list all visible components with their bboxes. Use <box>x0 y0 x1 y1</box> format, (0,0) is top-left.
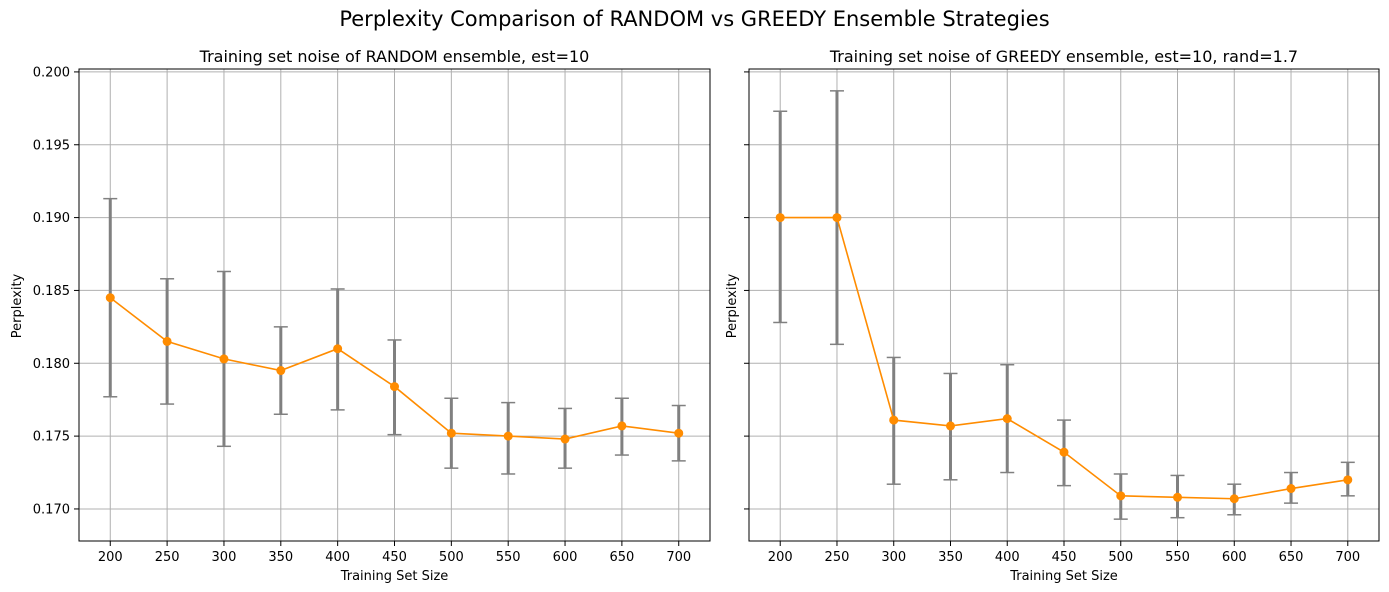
left-chart-ytick-label: 0.175 <box>33 430 70 445</box>
left-chart-ticks: 200 250 300 350 400 450 500 550 600 650 700 0.170 0.… <box>33 65 691 565</box>
right-chart-xlabel: Training Set Size <box>1009 569 1118 584</box>
figure-suptitle: Perplexity Comparison of RANDOM vs GREED… <box>339 7 1049 31</box>
right-chart-xtick-label: 650 <box>1279 550 1304 565</box>
left-chart-xtick-label: 650 <box>609 550 634 565</box>
right-chart-data-point <box>832 213 842 223</box>
left-chart-ytick-label: 0.185 <box>33 284 70 299</box>
left-chart: Training set noise of RANDOM ensemble, e… <box>10 47 711 584</box>
right-chart-title: Training set noise of GREEDY ensemble, e… <box>829 47 1298 66</box>
right-chart-markers <box>775 213 1353 504</box>
left-chart-xtick-label: 700 <box>666 550 691 565</box>
left-chart-axes-frame <box>78 68 711 542</box>
right-chart-xtick-label: 350 <box>938 550 963 565</box>
left-chart-data-point <box>503 431 513 441</box>
left-chart-data-point <box>674 428 684 438</box>
right-chart-data-point <box>1173 492 1183 502</box>
right-chart-xtick-label: 550 <box>1165 550 1190 565</box>
left-chart-data-point <box>276 366 286 376</box>
right-chart-data-point <box>1002 414 1012 424</box>
left-chart-ytick-label: 0.180 <box>33 357 70 372</box>
right-chart-xtick-label: 450 <box>1052 550 1077 565</box>
right-chart-xtick-label: 200 <box>768 550 793 565</box>
right-chart-data-point <box>775 213 785 223</box>
left-chart-xtick-label: 400 <box>325 550 350 565</box>
left-chart-xtick-label: 500 <box>439 550 464 565</box>
right-chart-xtick-label: 500 <box>1108 550 1133 565</box>
right-chart-data-point <box>1059 447 1069 457</box>
right-chart-ticks: 200 250 300 350 400 450 500 550 600 650 700 <box>744 71 1360 565</box>
left-chart-ytick-label: 0.190 <box>33 211 70 226</box>
right-chart-xtick-label: 400 <box>995 550 1020 565</box>
left-chart-ytick-label: 0.170 <box>33 502 70 517</box>
left-chart-title: Training set noise of RANDOM ensemble, e… <box>199 47 590 66</box>
left-chart-data-point <box>333 344 343 354</box>
left-chart-data-point <box>219 354 229 364</box>
left-chart-xtick-label: 450 <box>382 550 407 565</box>
left-chart-data-point <box>105 293 115 303</box>
right-chart-xtick-label: 700 <box>1335 550 1360 565</box>
left-chart-ytick-label: 0.200 <box>33 65 70 80</box>
left-chart-xlabel: Training Set Size <box>340 569 449 584</box>
right-chart-ylabel: Perplexity <box>725 273 740 338</box>
right-chart-xtick-label: 250 <box>825 550 850 565</box>
left-chart-markers <box>105 293 684 444</box>
right-chart-data-point <box>945 421 955 431</box>
right-chart-data-point <box>1343 475 1353 485</box>
right-chart-xtick-label: 300 <box>881 550 906 565</box>
left-chart-data-point <box>162 336 172 346</box>
left-chart-data-point <box>390 382 399 392</box>
right-chart-axes-frame <box>748 68 1380 542</box>
left-chart-data-point <box>446 428 456 438</box>
right-chart-data-point <box>1286 484 1296 494</box>
left-chart-ylabel: Perplexity <box>10 273 25 338</box>
right-chart-xtick-label: 600 <box>1222 550 1247 565</box>
right-chart-data-point <box>1229 494 1239 504</box>
left-chart-xtick-label: 200 <box>98 550 123 565</box>
left-chart-grid <box>79 69 710 541</box>
left-chart-data-point <box>617 421 627 431</box>
left-chart-xtick-label: 350 <box>268 550 293 565</box>
right-chart: Training set noise of GREEDY ensemble, e… <box>725 47 1380 584</box>
left-chart-xtick-label: 250 <box>155 550 180 565</box>
left-chart-xtick-label: 550 <box>496 550 521 565</box>
left-chart-ytick-label: 0.195 <box>33 138 70 153</box>
left-chart-xtick-label: 600 <box>553 550 578 565</box>
left-chart-data-point <box>560 434 570 444</box>
left-chart-xtick-label: 300 <box>212 550 237 565</box>
right-chart-data-point <box>1116 491 1126 501</box>
right-chart-data-point <box>889 415 899 425</box>
